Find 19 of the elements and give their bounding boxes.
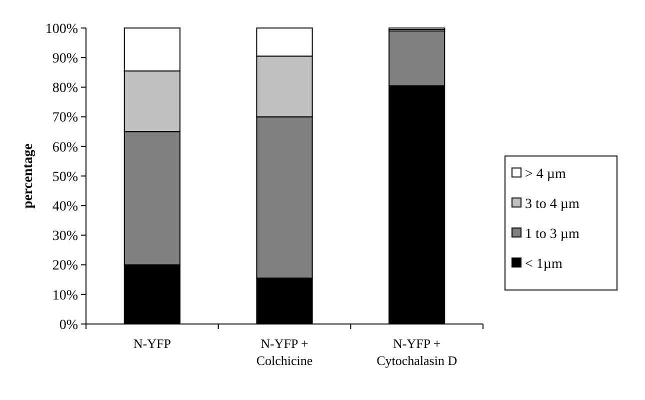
y-tick-label: 60% [52,140,78,156]
y-tick-label: 80% [52,81,78,96]
x-tick-label: N-YFP + Cytochalasin D [376,336,458,368]
y-tick-label: 10% [52,288,78,304]
legend-label: < 1µm [525,256,562,272]
y-tick-label: 20% [52,258,78,274]
legend-label: 3 to 4 µm [525,196,580,212]
y-tick-label: 90% [52,52,78,66]
y-tick-label: 40% [52,200,78,214]
legend-label: > 4 µm [525,166,566,182]
y-tick-label: 50% [52,170,78,185]
x-tick-label: N-YFP + Colchicine [256,336,313,368]
x-tick-label: N-YFP [133,336,171,351]
y-tick-label: 30% [52,229,78,244]
legend-label: 1 to 3 µm [525,226,580,242]
y-tick-label: 100% [45,22,78,37]
y-tick-label: 0% [59,318,78,333]
y-tick-label: 70% [52,110,78,126]
y-axis-title: percentage [21,143,36,209]
